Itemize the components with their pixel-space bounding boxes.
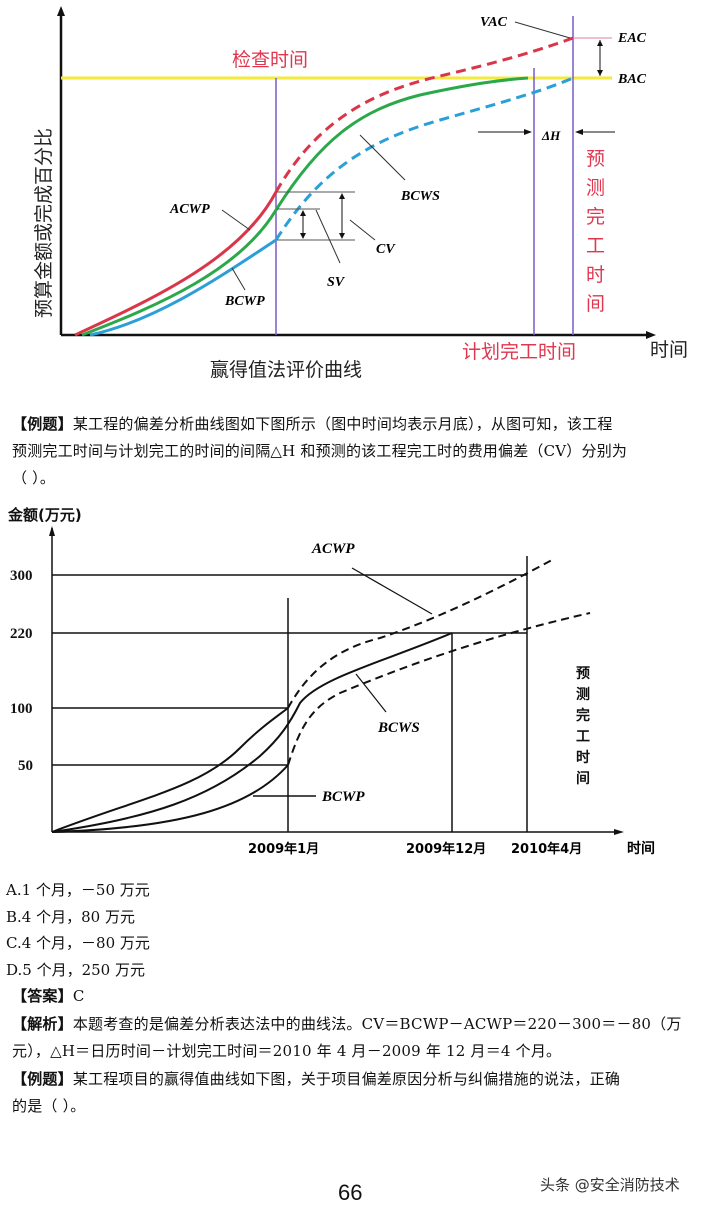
- y-tick-100: 100: [10, 701, 33, 717]
- delta-h-label: ΔH: [541, 128, 561, 143]
- acwp-label: ACWP: [169, 202, 210, 217]
- svg-text:预算金额或完成百分比: 预算金额或完成百分比: [33, 128, 55, 318]
- answer-value: C: [72, 987, 85, 1005]
- analysis-line-1: 本题考查的是偏差分析表达法中的曲线法。CV＝BCWP－ACWP＝220－300＝…: [72, 1014, 682, 1033]
- answer-options: A.1 个月，－50 万元 B.4 个月，80 万元 C.4 个月，－80 万元…: [6, 877, 150, 983]
- question-2-line-1: 某工程项目的赢得值曲线如下图，关于项目偏差原因分析与纠偏措施的说法，正确: [72, 1069, 621, 1088]
- svg-text:预: 预: [586, 148, 605, 170]
- svg-text:时: 时: [576, 749, 590, 766]
- planned-completion-label: 计划完工时间: [462, 341, 576, 363]
- bac-label: BAC: [617, 72, 647, 87]
- svg-text:工: 工: [586, 235, 605, 257]
- svg-text:时: 时: [586, 264, 605, 286]
- option-d: D.5 个月，250 万元: [6, 960, 145, 979]
- question-1-line-3: （ ）。: [12, 469, 56, 487]
- bcws-label-2: BCWS: [377, 720, 420, 736]
- svg-text:测: 测: [586, 177, 605, 199]
- x-axis-label: 时间: [650, 339, 688, 361]
- bcwp-label: BCWP: [224, 294, 265, 309]
- y-axis-label: 预算金额或完成百分比: [33, 128, 55, 318]
- bcws-label: BCWS: [400, 189, 440, 204]
- page-number: 66: [338, 1180, 363, 1205]
- x-tick-2009-12: 2009年12月: [406, 841, 486, 857]
- y-tick-300: 300: [10, 568, 33, 584]
- check-time-label: 检查时间: [232, 49, 308, 71]
- forecast-label-2: 预测完 工时间: [576, 666, 590, 787]
- acwp-label-2: ACWP: [311, 541, 355, 557]
- svg-text:完: 完: [586, 206, 605, 228]
- eac-label: EAC: [617, 31, 647, 46]
- watermark: 头条 @安全消防技术: [540, 1176, 680, 1194]
- question-2-line-2: 的是（ ）。: [12, 1097, 86, 1115]
- question-2-tag: 【例题】: [12, 1069, 73, 1088]
- y-tick-50: 50: [18, 758, 33, 774]
- question-1-tag: 【例题】: [12, 415, 73, 433]
- svg-text:预: 预: [576, 666, 590, 682]
- option-c: C.4 个月，－80 万元: [6, 934, 150, 952]
- svg-text:完: 完: [576, 707, 590, 724]
- forecast-completion-label: 预测完 工时间: [586, 148, 605, 315]
- question-1: 【例题】某工程的偏差分析曲线图如下图所示（图中时间均表示月底），从图可知，该工程…: [12, 411, 698, 492]
- question-1-line-2: 预测完工时间与计划完工的时间的间隔△H 和预测的该工程完工时的费用偏差（CV）分…: [12, 442, 628, 460]
- svg-text:间: 间: [586, 293, 605, 315]
- x-axis-label-2: 时间: [627, 840, 655, 857]
- svg-text:间: 间: [576, 770, 590, 787]
- cv-label: CV: [376, 242, 396, 257]
- bcwp-label-2: BCWP: [321, 789, 365, 805]
- sv-label: SV: [327, 275, 346, 290]
- question-1-line-1: 某工程的偏差分析曲线图如下图所示（图中时间均表示月底），从图可知，该工程: [72, 415, 613, 433]
- analysis-line-2: 元），△H＝日历时间－计划完工时间＝2010 年 4 月－2009 年 12 月…: [12, 1042, 562, 1060]
- option-b: B.4 个月，80 万元: [6, 907, 135, 926]
- svg-text:测: 测: [576, 686, 590, 703]
- earned-value-figure: 检查时间 ACWP BCWP SV CV BCWS VAC EAC BAC ΔH…: [0, 0, 704, 390]
- answer-tag: 【答案】: [12, 987, 73, 1005]
- y-tick-220: 220: [10, 626, 33, 642]
- svg-text:工: 工: [576, 729, 590, 745]
- deviation-analysis-figure: 金额(万元) 300 220 100 50 2009年1月: [0, 498, 704, 870]
- x-tick-2009-01: 2009年1月: [248, 841, 319, 857]
- y-axis-label-2: 金额(万元): [7, 506, 82, 524]
- x-tick-2010-04: 2010年4月: [511, 841, 582, 857]
- vac-label: VAC: [480, 15, 508, 30]
- answer-block: 【答案】C 【解析】本题考查的是偏差分析表达法中的曲线法。CV＝BCWP－ACW…: [12, 983, 698, 1121]
- option-a: A.1 个月，－50 万元: [6, 881, 150, 899]
- analysis-tag: 【解析】: [12, 1014, 73, 1033]
- figure-title: 赢得值法评价曲线: [210, 359, 362, 381]
